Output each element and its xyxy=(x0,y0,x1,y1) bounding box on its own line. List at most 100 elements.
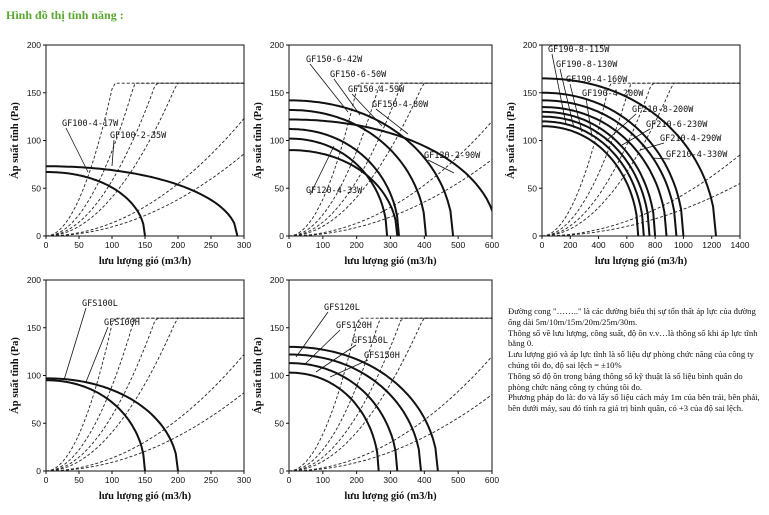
chart-panel: GF100-4-17W GF100-2-35W 0 50 100 150 200 250 300… xyxy=(9,40,251,267)
label-leader xyxy=(427,159,455,174)
label-leader xyxy=(605,113,637,142)
series-label: GFS120H xyxy=(336,321,372,331)
x-tick-label: 100 xyxy=(316,475,330,485)
y-axis-title: Áp suất tĩnh (Pa) xyxy=(252,337,264,414)
series-label: GF150-4-59W xyxy=(348,85,405,95)
y-tick-label: 0 xyxy=(36,231,41,241)
series-label: GF210-4-330W xyxy=(666,150,728,160)
y-tick-label: 50 xyxy=(275,183,285,193)
fan-curve xyxy=(46,171,146,236)
label-leader xyxy=(65,127,89,173)
x-axis-title: lưu lượng gió (m3/h) xyxy=(344,491,437,502)
y-tick-label: 0 xyxy=(279,231,284,241)
fan-curve xyxy=(289,353,422,471)
chart-panel: GFS100L GFS100H 0 50 100 150 200 250 300 0 50 100 15… xyxy=(9,275,251,502)
y-tick-label: 150 xyxy=(523,88,537,98)
x-tick-label: 100 xyxy=(105,475,119,485)
label-leader xyxy=(63,307,87,381)
y-tick-label: 100 xyxy=(270,371,284,381)
fan-curve xyxy=(542,91,685,236)
fan-curve xyxy=(289,137,389,236)
note-line: Lưu lượng gió và áp lực tĩnh là số liệu … xyxy=(508,349,754,370)
label-leader xyxy=(559,68,575,129)
series-label: GF120-2-90W xyxy=(424,151,481,161)
x-tick-label: 1200 xyxy=(702,240,721,250)
label-leader xyxy=(639,142,665,151)
x-tick-label: 50 xyxy=(74,475,84,485)
chart-panel: GFS120L GFS120H GFS150L GFS150H 0 100 200 300 40… xyxy=(252,275,499,502)
notes-text: Đường cong "…….." là các đường biểu thị … xyxy=(508,306,766,414)
y-tick-label: 50 xyxy=(32,418,42,428)
fan-curve xyxy=(542,120,645,236)
y-tick-label: 200 xyxy=(270,40,284,50)
x-tick-label: 0 xyxy=(287,475,292,485)
x-tick-label: 600 xyxy=(620,240,634,250)
duct-loss-curve xyxy=(46,317,244,471)
x-tick-label: 200 xyxy=(350,475,364,485)
series-label: GFS120L xyxy=(324,303,360,313)
page-heading: Hình đồ thị tính năng : xyxy=(6,8,124,22)
duct-loss-curve xyxy=(46,82,244,236)
y-tick-label: 100 xyxy=(27,136,41,146)
x-tick-label: 150 xyxy=(138,475,152,485)
chart-panel: GF150-6-42W GF150-6-50W GF150-4-59W GF150-4… xyxy=(252,40,499,267)
y-tick-label: 0 xyxy=(532,231,537,241)
y-tick-label: 0 xyxy=(36,466,41,476)
y-tick-label: 150 xyxy=(270,323,284,333)
label-leader xyxy=(551,53,567,125)
x-tick-label: 0 xyxy=(287,240,292,250)
x-tick-label: 250 xyxy=(204,475,218,485)
series-label: GF100-4-17W xyxy=(62,119,119,129)
label-leader xyxy=(309,145,335,196)
x-tick-label: 600 xyxy=(485,240,499,250)
y-tick-label: 200 xyxy=(523,40,537,50)
fan-curve xyxy=(542,125,640,236)
duct-loss-curve xyxy=(46,82,244,236)
y-tick-label: 200 xyxy=(27,275,41,285)
fan-curve xyxy=(289,108,427,236)
fan-curve xyxy=(542,77,717,236)
x-tick-label: 100 xyxy=(105,240,119,250)
x-tick-label: 400 xyxy=(417,240,431,250)
x-tick-label: 200 xyxy=(171,240,185,250)
label-leader xyxy=(304,329,341,365)
series-label: GF210-4-290W xyxy=(660,134,722,144)
x-tick-label: 50 xyxy=(74,240,84,250)
series-label: GF150-4-80W xyxy=(372,100,429,110)
x-axis-title: lưu lượng gió (m3/h) xyxy=(99,256,192,267)
y-tick-label: 150 xyxy=(27,88,41,98)
duct-loss-curve xyxy=(46,82,244,236)
x-tick-label: 600 xyxy=(485,475,499,485)
series-label: GFS100H xyxy=(104,318,140,328)
duct-loss-curve xyxy=(289,317,492,471)
fan-curve xyxy=(289,362,399,471)
duct-loss-curve xyxy=(289,82,492,236)
y-axis-title: Áp suất tĩnh (Pa) xyxy=(9,102,21,179)
chart-panel: GF190-8-115W GF190-8-130W GF190-4-160W GF19… xyxy=(505,40,750,267)
y-axis-title: Áp suất tĩnh (Pa) xyxy=(505,102,517,179)
fan-curve xyxy=(289,149,399,236)
duct-loss-curve xyxy=(542,82,740,236)
fan-curve xyxy=(46,377,179,471)
duct-loss-curve xyxy=(542,82,740,236)
duct-loss-curve xyxy=(46,153,244,236)
duct-loss-curve xyxy=(289,356,492,471)
x-tick-label: 300 xyxy=(383,475,397,485)
note-line: Phương pháp đo là: đo và lấy số liệu các… xyxy=(508,392,760,414)
series-label: GF210-8-200W xyxy=(632,105,694,115)
series-label: GFS150L xyxy=(352,336,388,346)
x-tick-label: 300 xyxy=(237,475,251,485)
duct-loss-group xyxy=(289,317,492,471)
y-tick-label: 50 xyxy=(32,183,42,193)
x-tick-label: 250 xyxy=(204,240,218,250)
fan-curve xyxy=(289,371,380,471)
fan-curve xyxy=(289,118,492,213)
label-leader xyxy=(351,93,383,127)
series-label: GF190-8-130W xyxy=(556,60,618,70)
series-label: GF100-2-35W xyxy=(110,131,167,141)
x-tick-label: 150 xyxy=(138,240,152,250)
x-tick-label: 100 xyxy=(316,240,330,250)
x-tick-label: 0 xyxy=(44,475,49,485)
y-tick-label: 100 xyxy=(523,136,537,146)
fan-curve xyxy=(289,128,400,236)
